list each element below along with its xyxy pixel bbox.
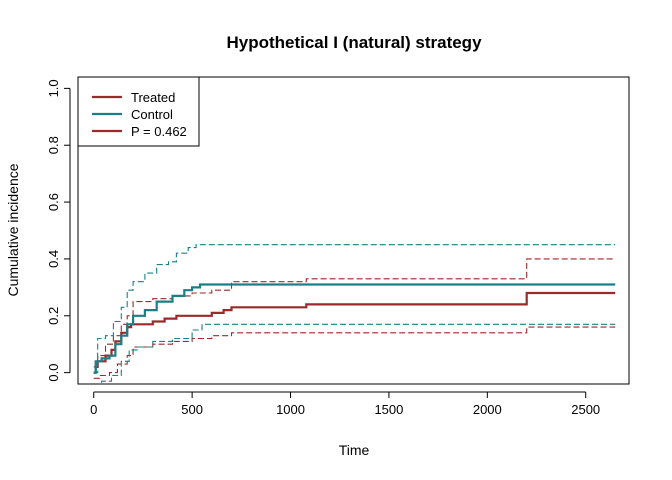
plot-area [93, 244, 616, 385]
legend-label: P = 0.462 [131, 124, 187, 139]
x-tick-label: 0 [90, 402, 97, 417]
series-line-control-upper [93, 244, 616, 374]
series-line-treated-upper [93, 258, 616, 368]
legend-label: Control [131, 107, 173, 122]
legend-label: Treated [131, 90, 175, 105]
y-tick-label: 1.0 [46, 79, 61, 97]
x-tick-label: 2000 [473, 402, 502, 417]
y-tick-label: 0.2 [46, 307, 61, 325]
x-axis: 0 500 1000 1500 2000 2500 [90, 391, 600, 417]
plot-frame [77, 76, 630, 385]
y-tick-label: 0.0 [46, 364, 61, 382]
legend-box [77, 76, 200, 147]
x-tick-label: 1000 [276, 402, 305, 417]
y-axis-label: Cumulative incidence [5, 163, 21, 296]
chart-title: Hypothetical I (natural) strategy [226, 33, 482, 52]
legend: Treated Control P = 0.462 [77, 76, 200, 147]
series-line-control [93, 283, 616, 374]
x-tick-label: 1500 [374, 402, 403, 417]
x-axis-label: Time [339, 442, 370, 458]
y-tick-label: 0.8 [46, 136, 61, 154]
series-line-treated [93, 291, 616, 374]
y-tick-label: 0.6 [46, 193, 61, 211]
x-tick-label: 500 [181, 402, 203, 417]
y-tick-label: 0.4 [46, 250, 61, 268]
x-tick-label: 2500 [571, 402, 600, 417]
series-line-treated-lower [93, 326, 616, 379]
series-line-control-lower [93, 323, 616, 385]
y-axis: 0.0 0.2 0.4 0.6 0.8 1.0 [46, 79, 71, 382]
